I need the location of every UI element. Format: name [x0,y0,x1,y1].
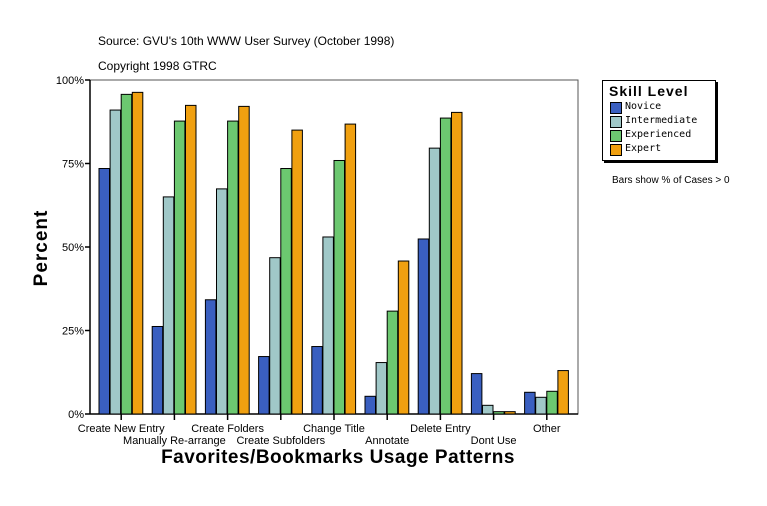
bar-intermediate [269,257,281,415]
copyright-text: Copyright 1998 GTRC [98,59,217,73]
x-tick-label: Dont Use [471,435,517,447]
x-tick-label: Manually Re-arrange [123,435,226,447]
bar-experienced [439,117,452,415]
x-tick-label: Create New Entry [78,423,165,435]
bar-novice [311,346,323,415]
legend-label: Novice [625,101,662,112]
legend-label: Intermediate [625,115,698,126]
bar-experienced [333,159,345,415]
bar-experienced [493,411,505,415]
bar-experienced [546,390,558,415]
bar-novice [204,299,217,415]
legend-swatch [610,144,622,156]
x-axis-label: Favorites/Bookmarks Usage Patterns [161,447,515,468]
legend-swatch [610,130,622,142]
bar-intermediate [428,147,441,415]
bar-novice [151,325,164,415]
y-tick-label: 25% [62,326,84,338]
bar-intermediate [322,236,334,415]
note-text: Bars show % of Cases > 0 [612,175,730,186]
bar-novice [364,395,376,415]
x-tick-label: Delete Entry [410,423,471,435]
x-tick-label: Other [533,423,561,435]
x-tick-label: Annotate [365,435,409,447]
bar-experienced [120,93,133,415]
x-tick-label: Create Folders [191,423,264,435]
legend-label: Expert [625,143,662,154]
bar-intermediate [375,362,388,415]
legend: Skill Level Novice Intermediate Experience… [602,80,716,161]
legend-swatch [610,116,622,128]
bar-experienced [173,120,186,415]
x-tick-label: Change Title [303,423,365,435]
y-axis-label: Percent [31,209,52,287]
x-tick-label: Create Subfolders [236,435,325,447]
bar-intermediate [482,404,494,415]
legend-title: Skill Level [609,83,689,99]
bar-intermediate [216,188,228,415]
bar-intermediate [109,109,122,415]
bar-expert [504,411,516,415]
y-tick-label: 0% [68,409,84,421]
bar-expert [397,260,410,415]
bar-intermediate [535,396,547,415]
bar-novice [98,168,110,415]
bar-expert [291,129,303,415]
bar-expert [344,123,357,415]
y-tick-label: 100% [56,75,84,87]
bar-novice [258,356,270,415]
bar-expert [131,91,144,415]
legend-swatch [610,102,622,114]
bar-novice [470,373,483,415]
y-tick-label: 75% [62,159,84,171]
y-tick-label: 50% [62,242,84,254]
legend-label: Experienced [625,129,692,140]
bar-expert [185,104,197,415]
bar-experienced [280,168,292,415]
bar-experienced [227,120,239,415]
bar-novice [524,391,536,415]
bar-expert [557,370,569,415]
source-text: Source: GVU's 10th WWW User Survey (Octo… [98,34,395,48]
bar-intermediate [162,196,175,415]
bar-novice [417,238,430,415]
bar-expert [451,111,463,415]
bar-expert [238,105,250,415]
bar-experienced [386,310,399,415]
